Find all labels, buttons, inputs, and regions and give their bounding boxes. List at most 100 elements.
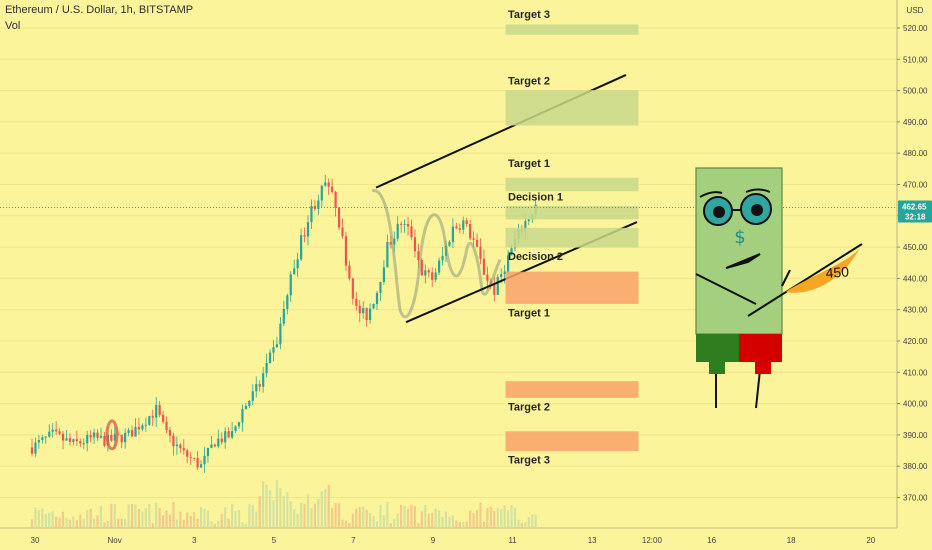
time-tick-label: 9: [431, 536, 436, 545]
candle-body: [344, 236, 348, 266]
time-tick-label: 18: [787, 536, 796, 545]
volume-bar: [337, 503, 341, 528]
volume-bar: [527, 517, 530, 528]
volume-bar: [344, 520, 348, 528]
volume-bar: [103, 522, 106, 528]
volume-bar: [341, 519, 344, 528]
volume-bar: [317, 498, 320, 528]
volume-bar: [286, 491, 289, 528]
volume-bar: [382, 515, 385, 528]
long-target-1-zone: [505, 177, 639, 192]
price-tick-label: 450.00: [903, 243, 928, 252]
character-dollar-nose: $: [734, 227, 745, 248]
volume-bar: [282, 495, 285, 528]
volume-bar: [410, 504, 413, 528]
candle-body: [199, 464, 203, 468]
price-tick-label: 410.00: [903, 368, 928, 377]
price-tick-label: 400.00: [903, 400, 928, 409]
candle-body: [475, 239, 479, 247]
candle-body: [248, 400, 251, 406]
candle-body: [58, 431, 61, 434]
candle-body: [124, 432, 127, 443]
volume-group: [30, 479, 537, 528]
volume-bar: [86, 510, 89, 528]
volume-bar: [34, 507, 37, 528]
character-pointer-stick: [747, 243, 863, 317]
character-right-brow: [745, 188, 771, 193]
volume-bar: [82, 518, 85, 528]
volume-bar: [210, 521, 213, 528]
volume-bar: [203, 509, 206, 528]
candle-body: [265, 362, 268, 374]
candle-body: [203, 455, 206, 465]
character-left-arm: [695, 273, 757, 305]
long-target-2-zone-label: Target 2: [508, 76, 550, 88]
character-right-pupil: [751, 204, 763, 216]
volume-bar: [158, 507, 161, 528]
candle-body: [206, 447, 210, 456]
candle-body: [172, 435, 175, 447]
candle-body: [241, 409, 244, 423]
time-tick-label: 5: [272, 536, 277, 545]
candle-body: [168, 430, 172, 436]
volume-bar: [234, 510, 237, 528]
volume-bar: [127, 504, 130, 528]
candle-body: [507, 255, 510, 272]
candle-body: [110, 434, 113, 441]
volume-bar: [144, 508, 147, 528]
volume-bar: [179, 511, 182, 528]
candle-body: [389, 241, 392, 245]
volume-bar: [72, 516, 75, 528]
candle-body: [482, 258, 486, 275]
volume-bar: [313, 503, 316, 528]
volume-bar: [117, 518, 120, 528]
candle-body: [244, 405, 247, 410]
candle-body: [227, 431, 230, 438]
character-mouth: [725, 253, 761, 269]
volume-bar: [310, 507, 313, 528]
candle-body: [162, 414, 165, 422]
candle-body: [237, 422, 241, 427]
volume-bar: [151, 523, 154, 528]
candle-body: [286, 295, 289, 309]
candle-body: [448, 241, 451, 246]
volume-bar: [396, 513, 399, 528]
volume-bar: [110, 503, 113, 528]
time-tick-label: 30: [31, 536, 40, 545]
character-right-arm: [781, 269, 791, 287]
last-price-value: 462.65: [902, 203, 927, 212]
candle-body: [427, 270, 430, 273]
candle-body: [293, 268, 296, 275]
candle-body: [496, 276, 499, 295]
decision-1-zone-label: Decision 1: [508, 191, 563, 203]
candle-body: [341, 227, 344, 237]
character-green-candle-wick: [709, 362, 725, 374]
long-target-2-zone: [505, 90, 639, 126]
candle-body: [144, 424, 147, 426]
short-target-2-zone-label: Target 2: [508, 401, 550, 413]
candle-body: [403, 224, 406, 226]
volume-bar: [165, 510, 168, 528]
volume-bar: [75, 520, 78, 528]
volume-bar: [148, 503, 151, 528]
candle-body: [300, 235, 303, 260]
volume-bar: [462, 521, 465, 528]
candle-body: [272, 347, 275, 353]
price-tick-label: 490.00: [903, 118, 928, 127]
volume-bar: [531, 514, 534, 528]
short-target-3-zone-label: Target 3: [508, 455, 550, 467]
volume-bar: [486, 508, 489, 528]
character-red-candle-wick: [755, 362, 771, 374]
volume-bar: [199, 506, 203, 528]
volume-bar: [334, 502, 337, 528]
volume-bar: [44, 513, 47, 528]
volume-bar: [196, 518, 199, 528]
volume-bar: [355, 508, 358, 528]
volume-bar: [348, 522, 351, 528]
candle-body: [251, 391, 254, 401]
candle-body: [99, 435, 103, 438]
volume-bar: [89, 508, 92, 528]
candle-body: [317, 200, 320, 209]
candle-body: [400, 223, 403, 225]
